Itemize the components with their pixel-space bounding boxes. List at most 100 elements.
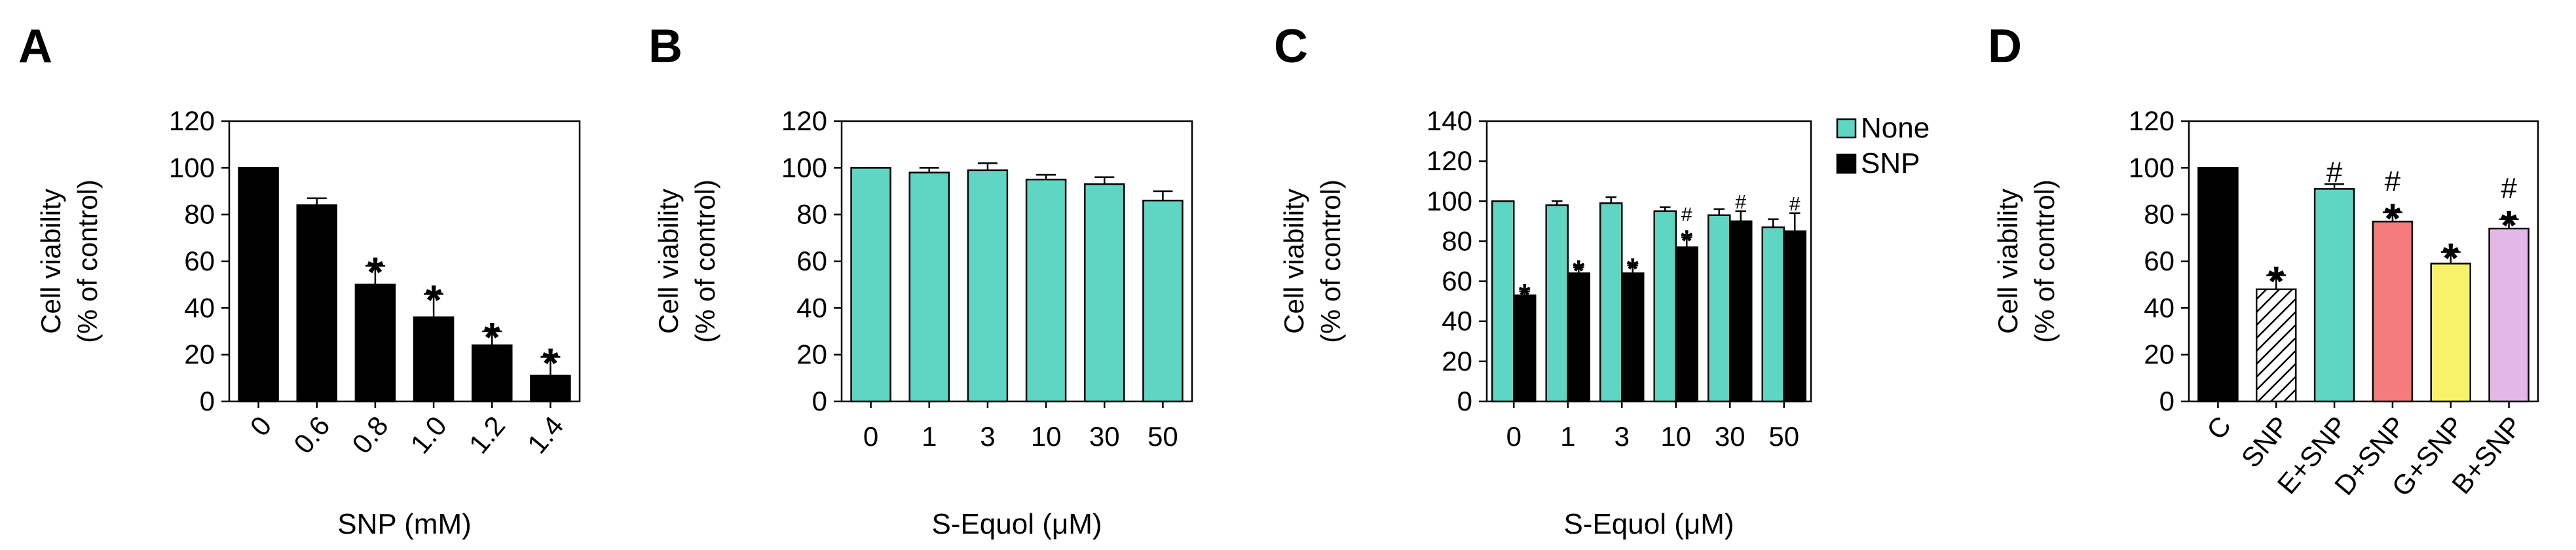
- y-tick-label: 120: [781, 105, 827, 136]
- bar: [1708, 214, 1731, 403]
- y-tick-label: 100: [169, 152, 215, 183]
- x-tick-label: 30: [1089, 421, 1120, 452]
- bar: [2430, 263, 2471, 403]
- significance-star: *: [1519, 278, 1531, 312]
- x-tick-label: 30: [1715, 421, 1745, 452]
- x-tick-label: 1: [1560, 421, 1575, 452]
- bar: [413, 316, 455, 403]
- bar: [2197, 167, 2239, 403]
- legend-swatch: [1836, 118, 1857, 139]
- significance-star: *: [367, 248, 383, 295]
- x-tick-label: 3: [1615, 421, 1630, 452]
- y-tick-label: 40: [2144, 292, 2175, 323]
- significance-star: *: [1681, 224, 1692, 258]
- y-axis-label: Cell viability: [1992, 189, 2023, 334]
- plot-frame: [228, 120, 581, 403]
- y-axis-label: Cell viability: [653, 189, 684, 334]
- y-axis-label: (% of control): [690, 179, 720, 343]
- significance-star: *: [2384, 194, 2400, 242]
- y-tick-label: 0: [200, 386, 215, 416]
- x-tick-label: 0.6: [288, 411, 336, 460]
- panel-a: A Cell viability (% of control) 0 20 40 60 80 10…: [18, 20, 581, 540]
- bar: [967, 169, 1009, 403]
- significance-hash: #: [1789, 194, 1801, 215]
- x-tick-label: 0: [244, 411, 277, 442]
- bar: [296, 204, 337, 403]
- y-tick-label: 40: [1442, 306, 1472, 337]
- x-tick-label: 0.8: [346, 411, 394, 460]
- significance-star: *: [542, 339, 559, 386]
- bar: [1729, 220, 1753, 403]
- y-tick-label: 0: [1457, 386, 1472, 416]
- y-tick-label: 100: [1427, 185, 1472, 216]
- y-tick-label: 120: [2129, 105, 2175, 136]
- y-tick-label: 0: [812, 386, 827, 416]
- y-tick-label: 0: [2159, 386, 2175, 416]
- x-tick-label: 10: [1031, 421, 1062, 452]
- plot-frame: [840, 120, 1193, 403]
- bar: [1783, 230, 1806, 403]
- x-tick-label: 0: [1506, 421, 1521, 452]
- significance-star: *: [1573, 253, 1584, 287]
- y-axis-label: Cell viability: [1279, 189, 1309, 334]
- plot-frame: [2188, 120, 2539, 403]
- y-tick-label: 100: [2129, 152, 2175, 183]
- bar: [908, 172, 950, 403]
- x-axis-label: S-Equol (μM): [1563, 508, 1734, 540]
- x-tick-label: 1: [922, 421, 937, 452]
- y-tick-label: 40: [796, 292, 827, 323]
- panel-letter: B: [648, 20, 682, 73]
- bar: [1025, 178, 1067, 403]
- bar: [354, 284, 396, 403]
- y-tick-label: 120: [1427, 145, 1472, 176]
- y-tick-label: 120: [169, 105, 215, 136]
- bar: [238, 167, 279, 403]
- panel-d: D Cell viability (% of control) 0 20 40 60 80 10…: [1988, 20, 2539, 502]
- y-tick-label: 60: [2144, 246, 2175, 276]
- significance-star: *: [484, 314, 500, 361]
- y-tick-label: 60: [796, 246, 827, 276]
- y-tick-label: 20: [184, 339, 215, 370]
- x-axis-label: SNP (mM): [337, 508, 472, 540]
- x-tick-label: 0: [863, 421, 878, 452]
- bar: [1513, 294, 1537, 403]
- legend-label: None: [1861, 112, 1930, 144]
- bar: [2372, 221, 2414, 403]
- y-tick-label: 140: [1427, 105, 1472, 136]
- significance-star: *: [2501, 202, 2517, 249]
- significance-hash: #: [2385, 165, 2401, 197]
- bar: [2313, 188, 2355, 403]
- bar: [530, 375, 571, 403]
- x-tick-label: 1.0: [404, 411, 453, 460]
- bar: [1084, 183, 1125, 403]
- panel-letter: A: [18, 20, 52, 73]
- bar: [1491, 200, 1515, 403]
- bar: [2488, 227, 2529, 403]
- significance-hash: #: [2326, 156, 2343, 188]
- y-tick-label: 20: [796, 339, 827, 370]
- significance-star: *: [2268, 258, 2285, 305]
- significance-star: *: [2442, 234, 2459, 282]
- y-axis-label: (% of control): [72, 179, 103, 343]
- bar: [1567, 272, 1590, 403]
- y-axis-label: (% of control): [1315, 179, 1346, 343]
- y-axis-label: (% of control): [2029, 179, 2060, 343]
- y-tick-label: 100: [781, 152, 827, 183]
- panel-letter: C: [1274, 20, 1308, 73]
- significance-hash: #: [2501, 172, 2517, 204]
- y-tick-label: 20: [2144, 339, 2175, 370]
- legend-swatch: [1836, 153, 1857, 174]
- y-tick-label: 80: [796, 199, 827, 230]
- legend-label: SNP: [1861, 147, 1920, 179]
- significance-star: *: [426, 276, 442, 323]
- x-tick-label: 10: [1660, 421, 1691, 452]
- bar: [850, 167, 891, 403]
- bar: [1653, 210, 1677, 403]
- panel-letter: D: [1988, 20, 2022, 73]
- plot-frame: [1485, 120, 1812, 403]
- x-tick-label: 3: [980, 421, 995, 452]
- y-tick-label: 20: [1442, 346, 1472, 376]
- y-tick-label: 60: [1442, 266, 1472, 297]
